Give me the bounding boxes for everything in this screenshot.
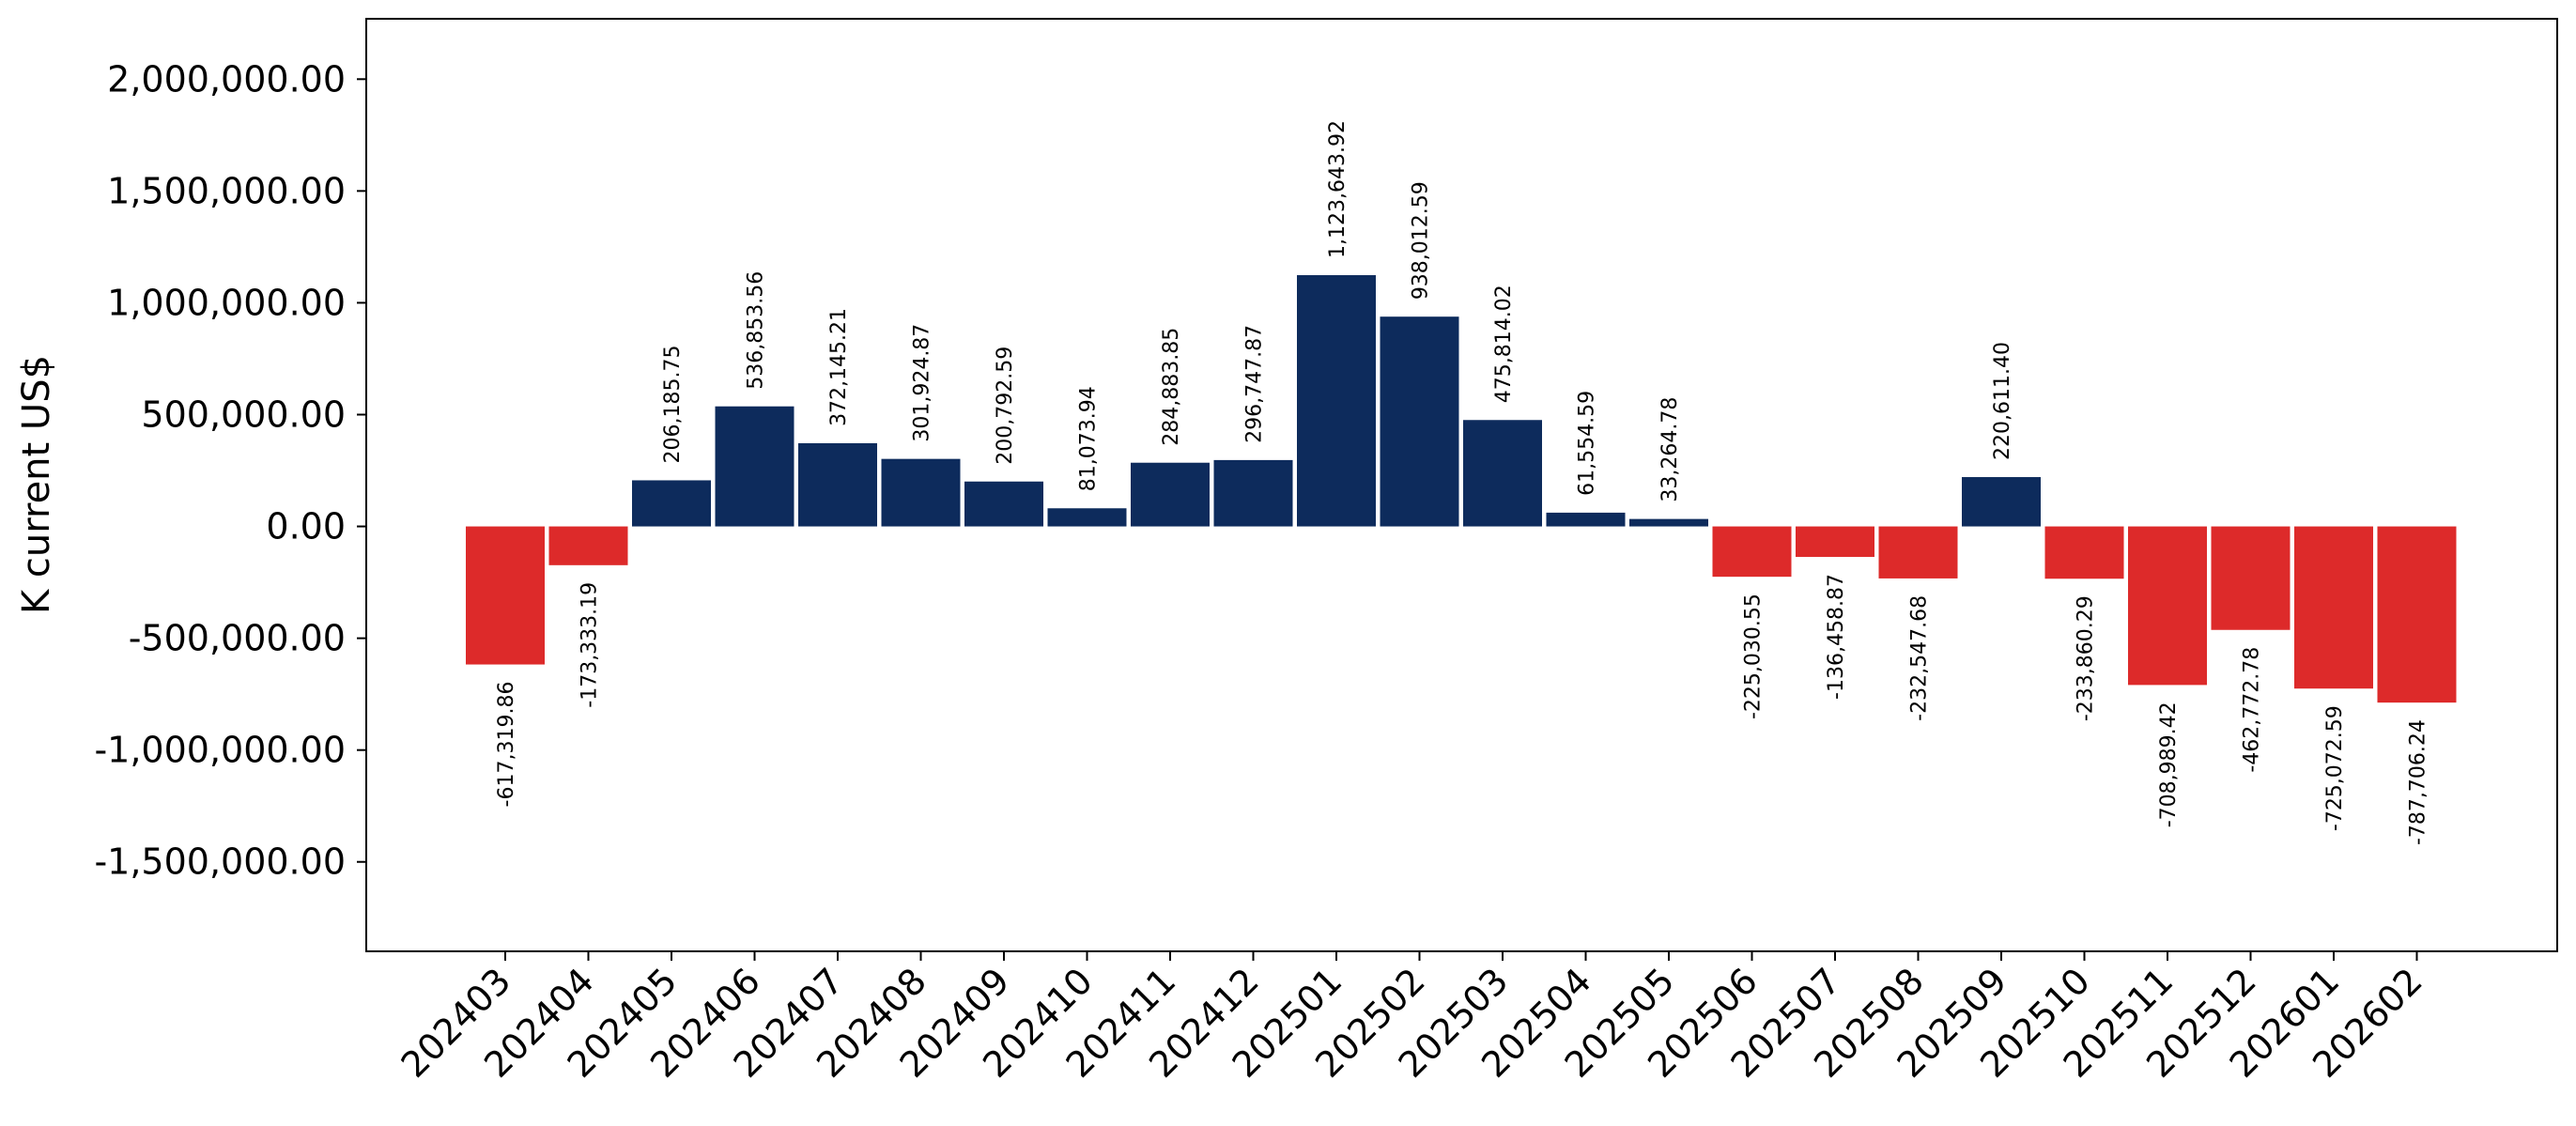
bar <box>1712 526 1792 578</box>
y-axis-ticks: -1,500,000.00 -1,000,000.00 -500,000.00 0.0… <box>94 58 366 883</box>
bar-value-label: 372,145.21 <box>827 308 851 426</box>
bar-value-label: -462,772.78 <box>2241 647 2264 773</box>
y-tick-label: 1,500,000.00 <box>107 170 346 211</box>
bar <box>2044 526 2124 579</box>
bar <box>2128 526 2207 686</box>
y-tick-label: 0.00 <box>266 506 346 548</box>
bar <box>1878 526 1958 578</box>
y-tick-label: -1,000,000.00 <box>94 730 346 771</box>
y-tick-label: -1,500,000.00 <box>94 841 346 883</box>
bar-value-label: 220,611.40 <box>1991 342 2014 460</box>
bar-value-label: -787,706.24 <box>2407 719 2430 845</box>
bar <box>1629 518 1708 527</box>
bar-value-label: -233,860.29 <box>2075 595 2098 721</box>
bar-value-label: -232,547.68 <box>1908 595 1932 721</box>
bar <box>548 526 628 565</box>
y-axis-title: K current US$ <box>15 355 58 614</box>
bar-value-label: -708,989.42 <box>2157 702 2181 827</box>
bar-value-label: 1,123,643.92 <box>1326 120 1350 258</box>
y-tick-label: 1,000,000.00 <box>107 282 346 323</box>
y-tick-label: 500,000.00 <box>141 393 346 435</box>
bar <box>798 442 877 527</box>
bar-value-label: -173,333.19 <box>578 582 602 708</box>
bar <box>1463 420 1542 527</box>
bar <box>1546 512 1626 527</box>
bar <box>1962 477 2041 527</box>
bar-value-label: 81,073.94 <box>1077 386 1101 491</box>
bars-group <box>466 274 2457 703</box>
bar <box>1380 316 1459 527</box>
bar-value-label: -225,030.55 <box>1742 594 1766 719</box>
bar <box>1047 508 1127 527</box>
bar-value-label: -725,072.59 <box>2323 705 2347 831</box>
bar <box>964 481 1043 527</box>
bar-value-label: 938,012.59 <box>1410 181 1433 300</box>
bar-value-label: 296,747.87 <box>1243 325 1267 443</box>
bar-value-label: 536,853.56 <box>745 271 768 390</box>
bar <box>2294 526 2373 689</box>
plot-frame <box>365 18 2558 952</box>
bar <box>1796 526 1874 558</box>
bar-value-label: 33,264.78 <box>1658 397 1682 502</box>
bar-value-label: 301,924.87 <box>911 324 934 442</box>
bar <box>881 458 961 527</box>
y-tick-label: 2,000,000.00 <box>107 58 346 100</box>
bar-labels-group: -617,319.86 -173,333.19 206,185.75 536,853.… <box>495 120 2430 845</box>
bar-value-label: 206,185.75 <box>661 345 685 463</box>
bar-value-label: 475,814.02 <box>1492 285 1516 403</box>
bar-value-label: 61,554.59 <box>1576 391 1599 496</box>
bar <box>715 406 794 527</box>
bar <box>2377 526 2457 703</box>
bar <box>1213 459 1293 527</box>
bar <box>466 526 545 665</box>
bar-value-label: -617,319.86 <box>495 682 518 808</box>
bar-value-label: 284,883.85 <box>1160 328 1183 446</box>
bar-value-label: 200,792.59 <box>994 347 1017 465</box>
bar <box>632 480 711 527</box>
bar <box>1297 274 1376 527</box>
bar <box>2211 526 2291 630</box>
y-tick-label: -500,000.00 <box>129 618 346 659</box>
bar-value-label: -136,458.87 <box>1825 574 1848 700</box>
bar <box>1131 462 1210 527</box>
